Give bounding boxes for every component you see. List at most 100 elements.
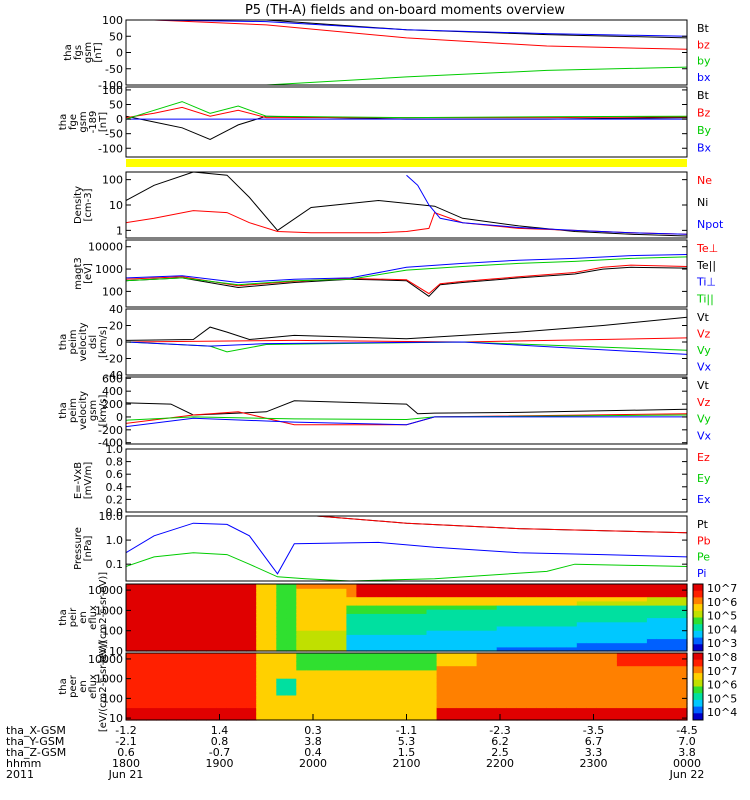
legend-Vy: Vy [697,413,711,426]
y-tick-label: -400 [98,437,123,450]
legend-Bt: Bt [697,89,710,102]
y-tick-label: 20 [109,320,123,333]
legend-Pe: Pe [697,551,710,564]
legend-Ti||: Ti|| [696,292,714,305]
legend-Ni: Ni [697,196,708,209]
colorbar-label: 10^7 [707,665,737,678]
series-Npot [406,174,688,235]
y-tick-label: 50 [109,30,123,43]
legend-By: By [697,124,712,137]
legend-Bz: Bz [697,107,711,120]
colorbar-label: 10^3 [707,637,737,650]
series-Te⊥ [125,264,688,295]
panel-frame [125,448,688,513]
legend-Npot: Npot [697,218,724,231]
x-tick-label: -1.1 [396,724,417,737]
y-tick-label: -20 [105,353,123,366]
y-tick-label: 10000 [88,241,123,254]
legend-Vx: Vx [697,361,712,374]
y-axis-label: thapeimvelocitygsm[km/s] [58,391,109,430]
legend-Te||: Te|| [696,259,716,272]
y-axis-label: Pressure[nPa] [73,527,94,570]
colorbar-label: 10^7 [707,582,737,595]
y-tick-label: 1000 [95,604,123,617]
panel-elec_spec: 10^810^710^610^510^4 10000 1000 100 10thapee… [58,641,737,732]
legend-Ey: Ey [697,472,711,485]
y-tick-label: -100 [98,142,123,155]
series-by [126,66,688,86]
series-Pb [316,515,688,534]
series-Vt [125,400,688,416]
x-tick-label: Jun 22 [669,768,705,781]
y-tick-label: 0.8 [106,456,124,469]
figure-title: P5 (TH-A) fields and on-board moments ov… [245,3,565,18]
x-tick-label: 2100 [393,757,421,770]
x-tick-label: 2300 [580,757,608,770]
panel-frame [125,376,688,445]
series-Ni [125,171,688,237]
x-tick-label: 2000 [299,757,327,770]
x-row-label: hhmm [6,757,41,770]
legend-by: by [697,55,711,68]
y-tick-label: -200 [98,424,123,437]
colorbar-label: 10^6 [707,596,737,609]
colorbar-label: 10^5 [707,610,737,623]
colorbar-label: 10^6 [707,679,737,692]
series-Vz [125,337,688,343]
series-Pe [125,552,688,582]
series-Vz [125,411,688,426]
x-tick-label: 3.8 [304,735,322,748]
y-axis-label: E=-VxB[mV/m] [73,462,94,500]
x-tick-label: 1.4 [211,724,229,737]
y-tick-label: 0.2 [106,493,124,506]
series-Pi [125,522,688,575]
x-tick-label: 0.6 [117,746,135,759]
x-tick-label: 6.7 [585,735,603,748]
legend-Vz: Vz [697,396,711,409]
y-tick-label: 0.6 [106,468,124,481]
x-row-label: 2011 [6,768,34,781]
x-tick-label: -0.7 [209,746,230,759]
y-axis-label: Density[cm-3] [73,186,94,224]
legend-Pt: Pt [697,518,709,531]
y-tick-label: 10 [109,712,123,725]
x-tick-label: 5.3 [398,735,416,748]
y-tick-label: 50 [109,99,123,112]
panel-fgs: 100 50 0 -50 -100 thafgsgsm[nT] Bt bz by bx [63,14,711,92]
y-tick-label: 0.4 [106,481,124,494]
x-tick-label: -3.5 [583,724,604,737]
x-tick-label: Jun 21 [108,768,144,781]
y-axis-label: thapeereneflux[eV/(cm2-s-sr-eV)] [58,641,109,732]
y-tick-label: 10 [109,199,123,212]
legend-Ne: Ne [697,174,712,187]
y-tick-label: 1000 [95,673,123,686]
x-tick-label: 0.4 [304,746,322,759]
y-tick-label: -100 [98,79,123,92]
y-tick-label: 0 [116,336,123,349]
colorbar-label: 10^4 [707,623,737,636]
y-tick-label: 10.0 [99,510,124,523]
series-Te|| [125,266,688,297]
x-tick-label: 2.5 [491,746,509,759]
series-Bz [125,106,688,119]
y-tick-label: 0 [116,411,123,424]
x-tick-label: 3.8 [678,746,696,759]
x-tick-label: -2.1 [115,735,136,748]
mode-bar [126,159,687,167]
legend-Ti⊥: Ti⊥ [696,276,716,289]
y-axis-label: magt3[eV] [73,257,94,290]
legend-Vy: Vy [697,344,711,357]
y-tick-label: -50 [105,128,123,141]
series-Vt [125,316,688,341]
panel-density: 100 10 1 Density[cm-3] Ne Ni Npot [73,171,724,239]
panel-fge: 100 500 -50-100 thafgegsm-189[nT] Bt Bz By Bx [58,84,712,158]
panel-ion_spec: 10^710^610^510^410^3 10000 1000 100 10thapei… [58,572,737,663]
colorbar-label: 10^5 [707,692,737,705]
x-row-label: tha_X-GSM [6,724,66,737]
series-Vy [125,341,688,353]
legend-Vx: Vx [697,429,712,442]
y-tick-label: 100 [102,174,123,187]
legend-Ex: Ex [697,493,711,506]
